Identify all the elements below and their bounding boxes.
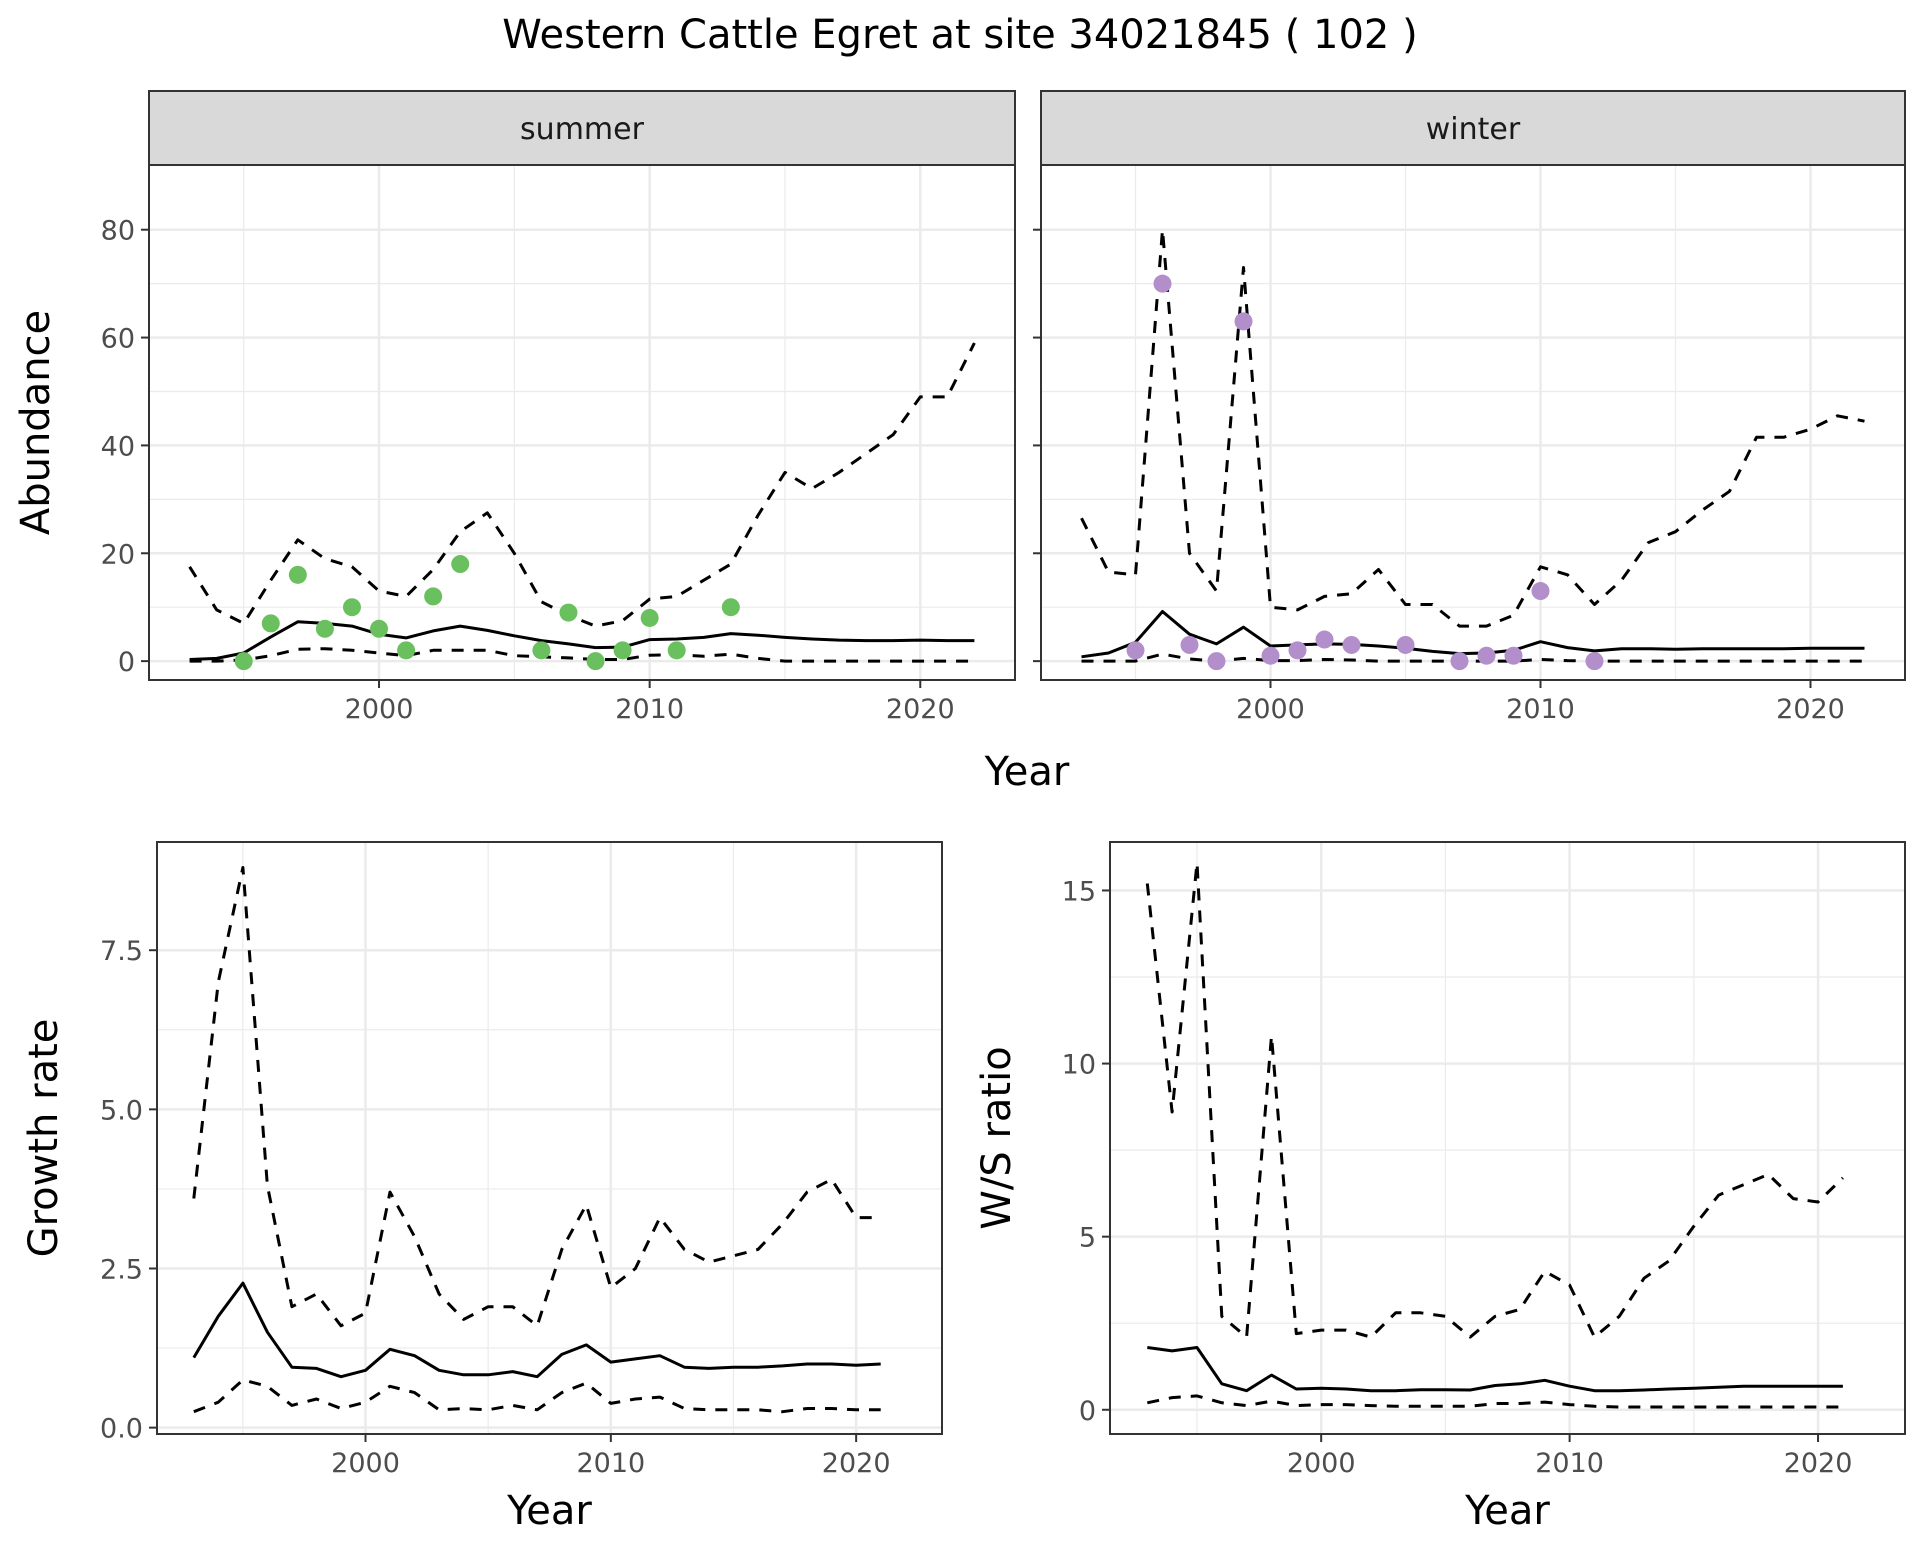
x-tick-label: 2000 [345, 694, 414, 725]
facet-strip [1040, 90, 1906, 166]
data-point [1234, 312, 1253, 331]
y-tick-label: 2.5 [100, 1254, 143, 1285]
data-point [1342, 635, 1361, 654]
data-point [613, 641, 632, 660]
data-point [1396, 635, 1415, 654]
panel-border [156, 841, 943, 1435]
x-axis-title: Year [1464, 1488, 1550, 1534]
data-point [1504, 646, 1523, 665]
x-tick-label: 2010 [576, 1448, 645, 1479]
panel-ws_ratio: 2000 2010 2020 0 5 10 15 W/S ratio Year [974, 841, 1906, 1534]
data-point [370, 619, 389, 638]
y-tick-label: 20 [101, 539, 135, 570]
x-tick-label: 2020 [1784, 1448, 1853, 1479]
y-tick-label: 5 [1079, 1223, 1096, 1254]
y-axis-title: Abundance [13, 310, 59, 535]
panel-growth: 2000 2010 2020 0.0 2.5 5.0 7.5 Growth rate Year [21, 841, 943, 1534]
data-point [1207, 652, 1226, 671]
chart-root: summer 2000 2010 2020 0 20 40 60 80 Abundance wint… [13, 90, 1906, 1534]
x-axis-title: Year [506, 1488, 592, 1534]
plot-area [149, 165, 1015, 680]
data-point [234, 652, 253, 671]
data-point [342, 598, 361, 617]
x-tick-label: 2020 [1776, 694, 1845, 725]
y-tick-label: 0.0 [100, 1414, 143, 1445]
series-line-bound-1 [188, 342, 976, 628]
facet-strip-label: summer [520, 112, 645, 147]
series-line-bound-1 [192, 866, 881, 1328]
y-tick-label: 0 [118, 647, 135, 678]
y-axis-title: W/S ratio [974, 1046, 1020, 1229]
series-line-median [192, 1281, 881, 1379]
plot-area [157, 842, 942, 1434]
plot-area [1110, 842, 1905, 1434]
data-point [667, 641, 686, 660]
data-point [1153, 274, 1172, 293]
facet-strip-label: winter [1426, 112, 1521, 147]
x-tick-label: 2020 [822, 1448, 891, 1479]
x-tick-label: 2010 [615, 694, 684, 725]
data-point [397, 641, 416, 660]
data-point [288, 565, 307, 584]
y-axis-title: Growth rate [21, 1019, 67, 1258]
data-point [261, 614, 280, 633]
data-point [1315, 630, 1334, 649]
x-tick-label: 2010 [1506, 694, 1575, 725]
data-point [640, 608, 659, 627]
x-tick-label: 2000 [331, 1448, 400, 1479]
panel-border [1040, 164, 1906, 681]
series-line-bound-2 [1146, 1394, 1843, 1409]
data-point [559, 603, 578, 622]
data-point [532, 641, 551, 660]
panel-border [148, 164, 1016, 681]
data-point [1261, 646, 1280, 665]
data-point [1288, 641, 1307, 660]
series-line-bound-1 [1080, 228, 1865, 628]
series-line-median [1081, 610, 1865, 659]
y-tick-label: 60 [101, 324, 135, 355]
data-point [1477, 646, 1496, 665]
panel-border [1109, 841, 1906, 1435]
series-line-median [1147, 1346, 1843, 1393]
data-point [424, 587, 443, 606]
plot-area [1041, 165, 1905, 680]
series-line-bound-2 [193, 1378, 881, 1414]
figure-title: Western Cattle Egret at site 34021845 ( … [502, 12, 1417, 58]
y-tick-label: 0 [1079, 1396, 1096, 1427]
facet-strip [148, 90, 1016, 166]
data-point [1531, 582, 1550, 601]
y-tick-label: 10 [1062, 1050, 1096, 1081]
x-tick-label: 2010 [1535, 1448, 1604, 1479]
y-tick-label: 7.5 [100, 936, 143, 967]
data-point [1585, 652, 1604, 671]
data-point [1126, 641, 1145, 660]
y-tick-label: 80 [101, 216, 135, 247]
y-tick-label: 40 [101, 431, 135, 462]
panel-summer: summer 2000 2010 2020 0 20 40 60 80 Abundance [13, 90, 1016, 725]
data-point [315, 619, 334, 638]
x-tick-label: 2000 [1236, 694, 1305, 725]
data-point [1450, 652, 1469, 671]
data-point [451, 555, 470, 574]
x-tick-label: 2000 [1287, 1448, 1356, 1479]
data-point [1180, 635, 1199, 654]
x-axis-title-top: Year [984, 749, 1070, 795]
x-tick-label: 2020 [886, 694, 955, 725]
series-line-bound-1 [1145, 861, 1844, 1339]
data-point [721, 598, 740, 617]
data-point [586, 652, 605, 671]
y-tick-label: 15 [1062, 876, 1096, 907]
panel-winter: winter 2000 2010 2020 [1033, 90, 1906, 725]
y-tick-label: 5.0 [100, 1095, 143, 1126]
